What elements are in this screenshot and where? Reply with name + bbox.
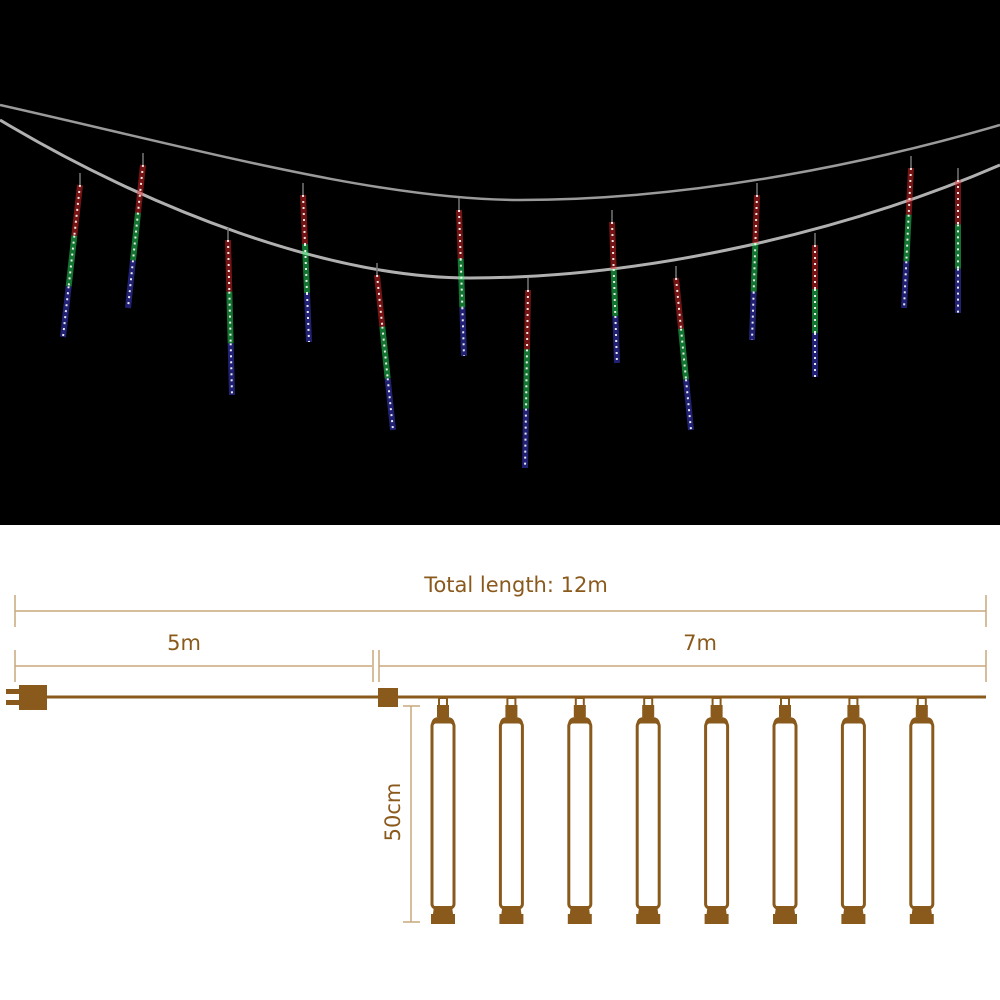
plug-icon xyxy=(6,685,47,710)
led-segment xyxy=(524,289,531,350)
led-tube xyxy=(125,153,146,309)
tube-dimension-line xyxy=(403,705,420,923)
photo-background xyxy=(0,0,1000,525)
tube-pendant-icon xyxy=(498,697,524,924)
led-segment xyxy=(523,349,530,409)
tube-pendant-icon xyxy=(635,697,661,924)
led-tube xyxy=(749,183,760,341)
connector-icon xyxy=(378,688,398,707)
tube-pendants xyxy=(430,697,935,924)
wire-back xyxy=(0,103,1000,202)
led-tube xyxy=(522,278,531,469)
led-tube xyxy=(673,266,694,431)
led-segment xyxy=(522,408,529,469)
led-tube xyxy=(901,156,914,309)
tube-pendant-icon xyxy=(567,697,593,924)
tube-pendant-icon xyxy=(772,697,798,924)
tube-pendant-icon xyxy=(840,697,866,924)
led-tube xyxy=(300,183,312,343)
tube-pendant-icon xyxy=(909,697,935,924)
tube-pendant-icon xyxy=(430,697,456,924)
tube-pendant-icon xyxy=(704,697,730,924)
total-dimension-line xyxy=(14,595,987,627)
led-tube xyxy=(374,263,396,431)
dimension-diagram: Total length: 12m 5m 7m xyxy=(0,525,1000,1000)
led-tube xyxy=(225,228,235,396)
tube-length-label: 50cm xyxy=(381,783,405,842)
led-tubes xyxy=(60,153,961,469)
led-tube xyxy=(456,198,467,357)
led-tube xyxy=(609,210,620,364)
total-length-label: Total length: 12m xyxy=(423,573,608,597)
lead-dimension-line xyxy=(14,650,374,682)
led-tube xyxy=(60,173,83,338)
lights-photo xyxy=(0,0,1000,525)
lit-length-label: 7m xyxy=(683,631,717,655)
lit-dimension-line xyxy=(378,650,987,682)
lead-length-label: 5m xyxy=(167,631,201,655)
wire-front xyxy=(0,118,1000,280)
